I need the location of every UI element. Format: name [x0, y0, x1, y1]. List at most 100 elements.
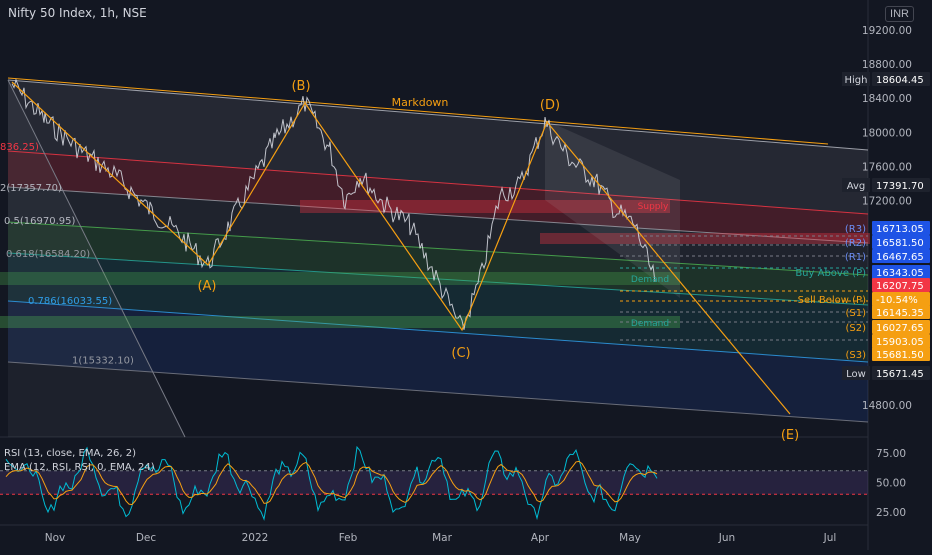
price-label-box [872, 278, 930, 292]
time-tick: Jul [823, 532, 837, 544]
price-label-box [872, 366, 930, 380]
rsi-band [0, 470, 868, 495]
consolidation-zone [545, 120, 680, 298]
fib-level-label: 2(17357.70) [0, 183, 62, 194]
fib-level-label: 1(15332.10) [72, 356, 134, 367]
time-tick: Dec [136, 532, 157, 544]
price-label-value: 16581.50 [876, 238, 924, 249]
wave-label: (D) [540, 98, 560, 113]
channel-line [7, 221, 869, 276]
rsi-ema-legend: EMA (12, RSI, RSI, 0, EMA, 24) [4, 462, 155, 473]
price-label-box [872, 292, 930, 306]
time-tick: Nov [45, 532, 66, 544]
price-tag-box [842, 178, 870, 192]
price-tag-box [842, 72, 870, 86]
price-label-tag: Sell Below (P) [798, 295, 866, 306]
channel-zone [8, 187, 868, 275]
channel-zone [8, 301, 868, 422]
price-label-box [872, 178, 930, 192]
channel-zone [8, 253, 868, 362]
rsi-ema-line [5, 460, 658, 506]
demand-label: Demand [631, 275, 669, 285]
price-tick: 14800.00 [862, 400, 912, 412]
price-label-value: 16145.35 [876, 308, 924, 319]
price-tick: 18400.00 [862, 93, 912, 105]
price-label-box [872, 305, 930, 319]
price-label-tag: Buy Above (P) [795, 268, 866, 279]
currency-badge[interactable]: INR [885, 6, 914, 22]
price-label-value: 16027.65 [876, 323, 924, 334]
channel-zone [8, 80, 868, 214]
elliott-wave-line [11, 81, 791, 415]
rsi-legend: RSI (13, close, EMA, 26, 2) [4, 448, 136, 459]
channel-zone [8, 222, 868, 305]
supply-label: Supply [638, 202, 669, 212]
price-label-value: 18604.45 [876, 75, 924, 86]
channel-line [7, 186, 869, 244]
price-label-box [872, 221, 930, 235]
rsi-tick: 75.00 [876, 448, 906, 460]
price-label-box [872, 249, 930, 263]
rsi-tick: 50.00 [876, 478, 906, 490]
markdown-label: Markdown [392, 96, 449, 109]
rsi-tick: 25.00 [876, 507, 906, 519]
price-label-value: 16207.75 [876, 281, 924, 292]
zone-box [0, 316, 680, 328]
price-tick: 18000.00 [862, 127, 912, 139]
time-tick: 2022 [242, 532, 269, 544]
time-tick: Feb [339, 532, 358, 544]
price-label-tag: (S2) [845, 323, 866, 334]
zone-box [0, 272, 680, 285]
price-tick: 18800.00 [862, 59, 912, 71]
price-series [11, 78, 656, 330]
price-label-value: 15671.45 [876, 369, 924, 380]
time-tick: Mar [432, 532, 452, 544]
time-tick: May [619, 532, 641, 544]
symbol-title[interactable]: Nifty 50 Index, 1h, NSE [8, 6, 147, 20]
fib-level-label: 0.618(16584.20) [6, 249, 90, 260]
wave-label: (A) [197, 279, 216, 294]
price-tick: 19200.00 [862, 25, 912, 37]
price-label-value: 16713.05 [876, 224, 924, 235]
price-tag-box [842, 366, 870, 380]
price-label-tag: (S3) [845, 350, 866, 361]
price-label-box [872, 334, 930, 348]
wave-label: (B) [291, 79, 310, 94]
channel-line [7, 150, 869, 215]
demand-label-2: Demand [631, 319, 669, 329]
price-label-tag: Avg [847, 181, 866, 192]
time-tick: Apr [531, 532, 550, 544]
price-label-value: 15903.05 [876, 337, 924, 348]
zone-box [540, 233, 870, 244]
price-label-tag: (R2) [845, 238, 866, 249]
price-label-value: 17391.70 [876, 181, 924, 192]
fib-level-label: 0.5(16970.95) [4, 216, 76, 227]
wave-label: (C) [451, 346, 470, 361]
fan-line [7, 79, 186, 438]
price-label-value: -10.54% [876, 295, 918, 306]
wave-label: (E) [781, 428, 799, 443]
channel-line [7, 361, 869, 423]
channel-zone [8, 151, 868, 243]
price-label-box [872, 347, 930, 361]
price-label-tag: (R1) [845, 252, 866, 263]
price-tick: 17600.00 [862, 161, 912, 173]
channel-line [7, 300, 869, 363]
rsi-line [5, 445, 658, 521]
price-label-box [872, 265, 930, 279]
price-label-value: 15681.50 [876, 350, 924, 361]
price-label-tag: Low [846, 369, 866, 380]
time-tick: Jun [718, 532, 735, 544]
price-label-tag: High [845, 75, 868, 86]
fib-level-label: 0.786(16033.55) [28, 296, 112, 307]
price-tick: 17200.00 [862, 195, 912, 207]
price-label-box [872, 235, 930, 249]
price-label-box [872, 320, 930, 334]
zone-box [300, 200, 670, 213]
price-label-box [872, 72, 930, 86]
price-label-tag: (R3) [845, 224, 866, 235]
price-label-value: 16343.05 [876, 268, 924, 279]
price-label-value: 16467.65 [876, 252, 924, 263]
